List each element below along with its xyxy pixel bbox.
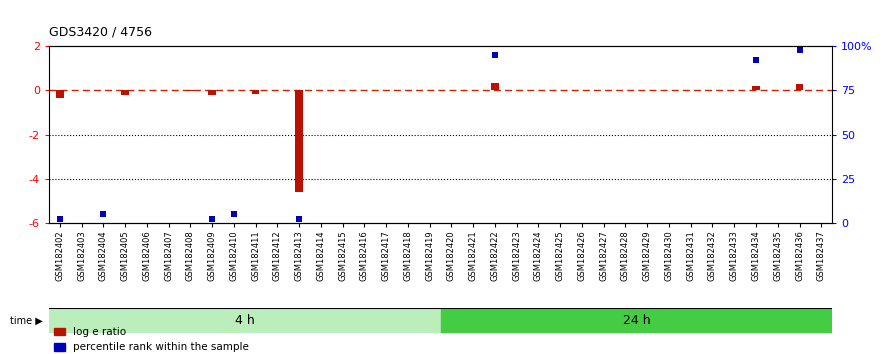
Bar <box>441 308 832 333</box>
Bar <box>752 86 760 90</box>
Text: 4 h: 4 h <box>235 314 255 327</box>
Bar <box>208 90 216 95</box>
Bar <box>796 84 804 90</box>
Text: 24 h: 24 h <box>622 314 651 327</box>
Legend: log e ratio, percentile rank within the sample: log e ratio, percentile rank within the … <box>54 327 249 352</box>
Text: time ▶: time ▶ <box>10 315 43 325</box>
Bar <box>491 82 498 90</box>
Text: GDS3420 / 4756: GDS3420 / 4756 <box>49 26 152 39</box>
Bar <box>56 90 64 98</box>
Bar <box>121 90 129 95</box>
Bar <box>187 90 194 91</box>
Bar <box>295 90 303 192</box>
Bar <box>49 308 441 333</box>
Bar <box>252 90 260 93</box>
